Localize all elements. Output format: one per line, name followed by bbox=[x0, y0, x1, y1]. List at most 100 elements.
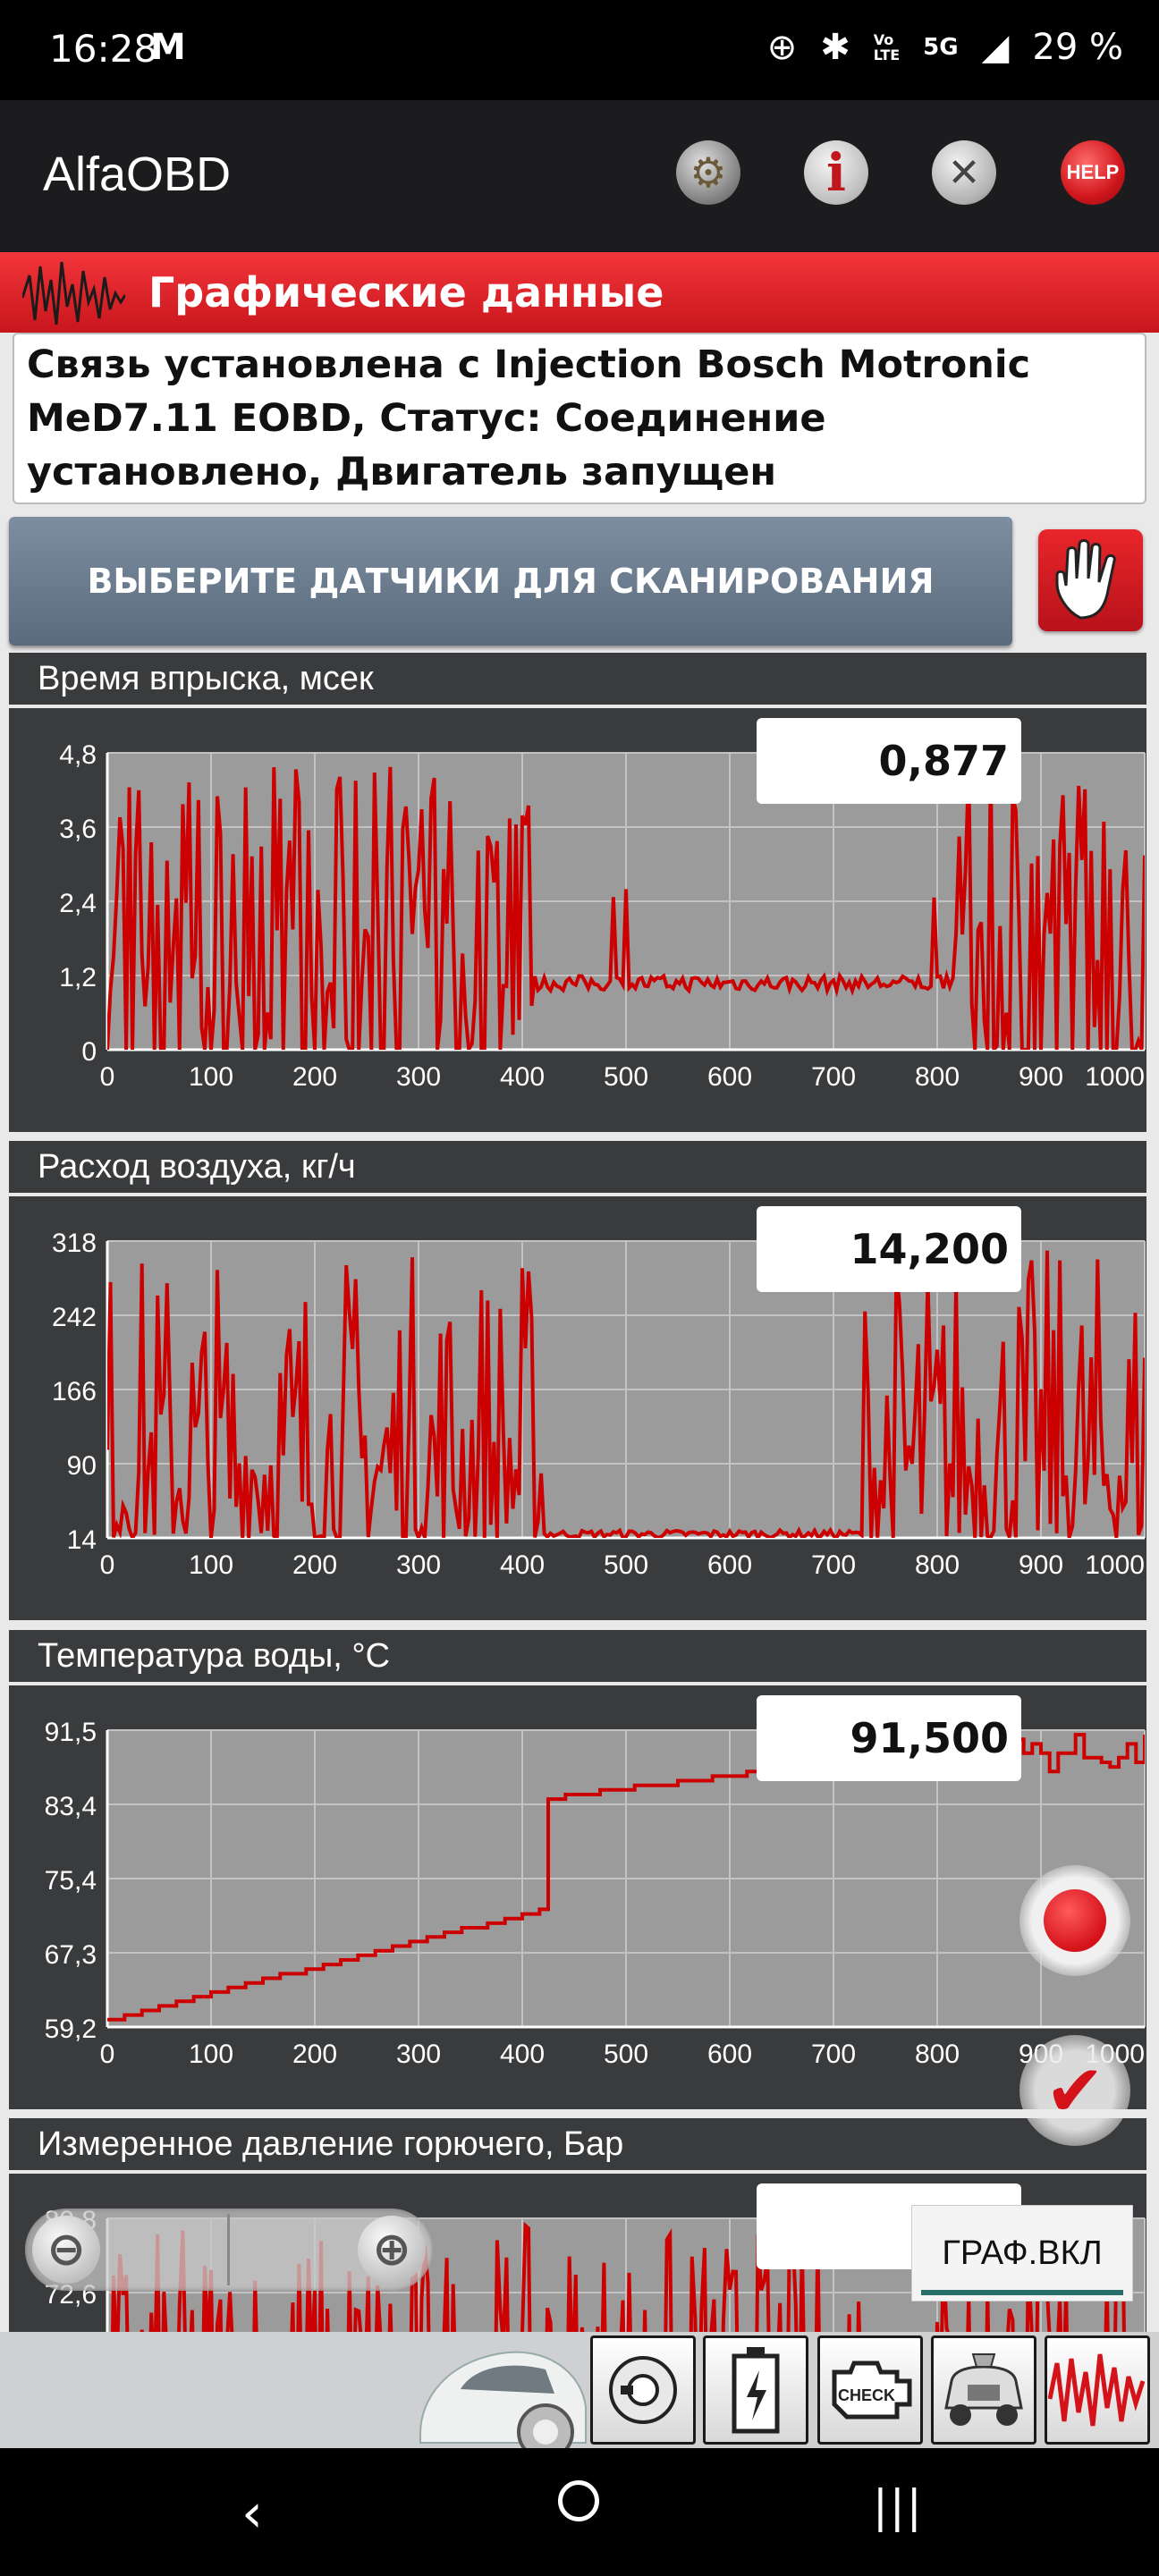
zoom-in-icon: ⊕ bbox=[372, 2223, 411, 2276]
app-title: AlfaOBD bbox=[43, 148, 232, 201]
current-value-box-0: 0,877 bbox=[757, 718, 1021, 804]
y-tick-label: 166 bbox=[52, 1377, 97, 1406]
recent-apps-button[interactable]: ||| bbox=[873, 2480, 924, 2532]
data-series-line bbox=[107, 1250, 1145, 1538]
system-nav-bar: ‹ ||| bbox=[0, 2448, 1159, 2576]
x-tick-label: 300 bbox=[396, 1550, 441, 1580]
chevron-left-icon: ‹ bbox=[241, 2482, 263, 2545]
stop-scan-button[interactable] bbox=[1038, 529, 1143, 631]
signal-icon: ◢ bbox=[981, 27, 1010, 68]
banner-title: Графические данные bbox=[148, 268, 664, 317]
volte-icon: Vo LTE bbox=[873, 31, 901, 63]
x-tick-label: 800 bbox=[915, 1550, 960, 1580]
y-tick-label: 3,6 bbox=[59, 815, 97, 844]
home-nav-button[interactable] bbox=[558, 2480, 599, 2521]
hand-stop-icon bbox=[1055, 539, 1116, 620]
x-tick-label: 0 bbox=[100, 1062, 115, 1092]
y-tick-label: 2,4 bbox=[59, 889, 97, 918]
back-nav-button[interactable]: ‹ bbox=[241, 2482, 263, 2545]
graph-mode-button[interactable] bbox=[1045, 2335, 1150, 2445]
x-tick-label: 1000 bbox=[1085, 1062, 1145, 1092]
x-tick-label: 700 bbox=[811, 1550, 856, 1580]
x-tick-label: 500 bbox=[604, 1062, 648, 1092]
y-tick-label: 59,2 bbox=[45, 2014, 97, 2044]
x-tick-label: 200 bbox=[292, 2040, 337, 2069]
connection-status: Связь установлена с Injection Bosch Motr… bbox=[13, 333, 1146, 504]
confirm-button[interactable]: ✔ bbox=[1019, 2035, 1130, 2146]
x-tick-label: 600 bbox=[707, 1550, 752, 1580]
help-button[interactable]: HELP bbox=[1061, 140, 1125, 205]
data-saver-icon: ⊕ bbox=[766, 27, 798, 68]
record-button[interactable] bbox=[1019, 1865, 1130, 1976]
tools-button[interactable]: ✕ bbox=[932, 140, 996, 205]
x-tick-label: 100 bbox=[189, 1062, 233, 1092]
graph-toggle-button[interactable]: ГРАФ.ВКЛ bbox=[911, 2205, 1133, 2302]
x-tick-label: 400 bbox=[500, 1062, 545, 1092]
x-tick-label: 400 bbox=[500, 2040, 545, 2069]
x-tick-label: 200 bbox=[292, 1550, 337, 1580]
select-sensors-button[interactable]: ВЫБЕРИТЕ ДАТЧИКИ ДЛЯ СКАНИРОВАНИЯ bbox=[9, 517, 1012, 646]
x-tick-label: 900 bbox=[1019, 1062, 1063, 1092]
battery-level: 29 % bbox=[1032, 27, 1123, 68]
status-icons: ⊕ ✱ Vo LTE 5G ◢ 29 % bbox=[767, 27, 1123, 68]
car-service-button[interactable] bbox=[931, 2335, 1036, 2445]
y-tick-label: 14 bbox=[67, 1525, 97, 1555]
car-image bbox=[419, 2351, 587, 2448]
info-icon: i bbox=[825, 142, 847, 203]
gear-icon: ⚙ bbox=[689, 148, 727, 197]
zoom-divider bbox=[227, 2214, 230, 2285]
settings-gear-button[interactable]: ⚙ bbox=[676, 140, 740, 205]
x-tick-label: 1000 bbox=[1085, 1550, 1145, 1580]
x-tick-label: 0 bbox=[100, 2040, 115, 2069]
y-tick-label: 83,4 bbox=[45, 1792, 97, 1821]
current-value-box-2: 91,500 bbox=[757, 1695, 1021, 1781]
car-service-icon bbox=[944, 2353, 1023, 2426]
mail-icon: M bbox=[150, 27, 186, 68]
app-bar: AlfaOBD ⚙ i ✕ HELP bbox=[0, 100, 1159, 252]
wrench-screwdriver-icon: ✕ bbox=[947, 149, 981, 196]
y-tick-label: 242 bbox=[52, 1303, 97, 1332]
check-engine-icon: CHECK bbox=[832, 2361, 912, 2420]
status-time: 16:28 bbox=[49, 27, 158, 71]
chart-title-2: Температура воды, °C bbox=[9, 1630, 1146, 1682]
y-tick-label: 91,5 bbox=[45, 1718, 97, 1747]
status-bar: 16:28 M ⊕ ✱ Vo LTE 5G ◢ 29 % bbox=[0, 0, 1159, 100]
checkmark-icon: ✔ bbox=[1045, 2048, 1105, 2133]
y-tick-label: 4,8 bbox=[59, 740, 97, 770]
x-tick-label: 500 bbox=[604, 1550, 648, 1580]
battery-button[interactable] bbox=[703, 2335, 808, 2445]
y-tick-label: 318 bbox=[52, 1229, 97, 1258]
x-tick-label: 700 bbox=[811, 1062, 856, 1092]
data-series-line bbox=[107, 765, 1145, 1050]
x-tick-label: 200 bbox=[292, 1062, 337, 1092]
zoom-in-button[interactable]: ⊕ bbox=[358, 2216, 426, 2284]
x-tick-label: 600 bbox=[707, 1062, 752, 1092]
bluetooth-icon: ✱ bbox=[820, 27, 850, 68]
y-tick-label: 0 bbox=[81, 1037, 97, 1067]
x-tick-label: 800 bbox=[915, 1062, 960, 1092]
ignition-key-button[interactable] bbox=[590, 2335, 696, 2445]
info-button[interactable]: i bbox=[804, 140, 868, 205]
record-dot-icon bbox=[1044, 1889, 1106, 1952]
y-tick-label: 75,4 bbox=[45, 1866, 97, 1896]
chart-title-3: Измеренное давление горючего, Бар bbox=[9, 2118, 1146, 2170]
zoom-out-icon: ⊖ bbox=[47, 2223, 86, 2276]
recent-apps-icon: ||| bbox=[873, 2480, 924, 2532]
x-tick-label: 100 bbox=[189, 2040, 233, 2069]
zoom-control: ⊖ ⊕ bbox=[25, 2209, 433, 2291]
section-banner: Графические данные bbox=[0, 252, 1159, 333]
chart-title-1: Расход воздуха, кг/ч bbox=[9, 1141, 1146, 1193]
graph-icon bbox=[1048, 2353, 1146, 2427]
svg-text:CHECK: CHECK bbox=[838, 2386, 895, 2404]
waveform-icon bbox=[22, 261, 125, 325]
x-tick-label: 500 bbox=[604, 2040, 648, 2069]
x-tick-label: 800 bbox=[915, 2040, 960, 2069]
y-tick-label: 67,3 bbox=[45, 1940, 97, 1970]
battery-icon bbox=[732, 2347, 780, 2434]
x-tick-label: 900 bbox=[1019, 1550, 1063, 1580]
x-tick-label: 100 bbox=[189, 1550, 233, 1580]
zoom-out-button[interactable]: ⊖ bbox=[32, 2216, 100, 2284]
chart-title-0: Время впрыска, мсек bbox=[9, 653, 1146, 705]
check-engine-button[interactable]: CHECK bbox=[817, 2335, 923, 2445]
x-tick-label: 700 bbox=[811, 2040, 856, 2069]
